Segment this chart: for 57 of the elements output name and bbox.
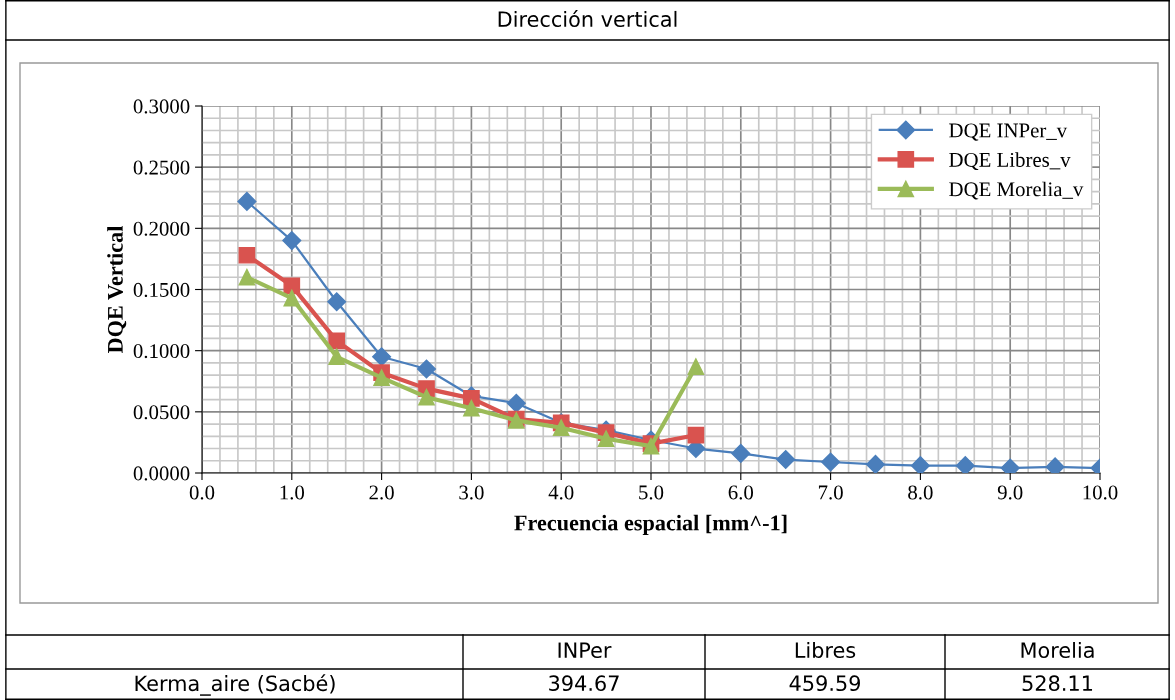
point xyxy=(597,430,615,448)
x-tick-label: 0.0 xyxy=(189,485,215,500)
point xyxy=(506,393,526,413)
text: 528.11 xyxy=(1022,675,1093,692)
text: 394.67 xyxy=(549,675,619,692)
legend-label: DQE Morelia_v xyxy=(949,181,1084,200)
x-tick-label: 3.0 xyxy=(459,485,484,500)
point xyxy=(1045,457,1065,473)
chart-title: Dirección vertical xyxy=(498,10,677,28)
y-axis-title: DQE Vertical xyxy=(107,225,127,354)
point xyxy=(955,456,975,473)
point xyxy=(418,388,435,406)
point xyxy=(865,454,886,473)
y-tick-label: 0.1000 xyxy=(133,344,190,359)
legend-label: DQE Libres_v xyxy=(949,152,1071,171)
text: Morelia xyxy=(1021,641,1094,659)
point xyxy=(328,332,346,350)
point xyxy=(282,231,302,251)
point xyxy=(821,452,841,472)
text: 459.59 xyxy=(789,675,860,692)
point xyxy=(552,419,570,437)
y-tick-label: 0.0000 xyxy=(133,466,190,481)
y-tick-label: 0.1500 xyxy=(133,282,190,298)
x-tick-label: 5.0 xyxy=(639,485,664,500)
x-tick-label: 10.0 xyxy=(1083,485,1118,500)
x-tick-label: 2.0 xyxy=(369,485,394,500)
y-tick-label: 0.2000 xyxy=(133,221,190,236)
x-tick-label: 8.0 xyxy=(908,485,933,500)
point xyxy=(283,289,301,307)
legend-label: DQE INPer_v xyxy=(949,123,1068,141)
point xyxy=(463,399,480,417)
point xyxy=(328,348,346,366)
x-axis-title: Frecuencia espacial [mm^-1] xyxy=(514,514,787,535)
x-tick-label: 6.0 xyxy=(728,485,754,500)
point xyxy=(238,246,256,264)
x-tick-label: 4.0 xyxy=(548,485,574,500)
y-tick-label: 0.2500 xyxy=(133,160,190,175)
point xyxy=(373,369,390,386)
x-tick-label: 9.0 xyxy=(997,485,1023,500)
point xyxy=(687,358,705,375)
point xyxy=(687,426,705,444)
x-tick-label: 1.0 xyxy=(280,485,305,500)
point xyxy=(776,450,796,470)
text: INPer xyxy=(558,642,612,659)
point xyxy=(910,456,930,473)
point xyxy=(237,191,257,211)
point xyxy=(731,443,751,463)
point xyxy=(283,277,301,295)
y-tick-label: 0.0500 xyxy=(133,405,190,420)
text: Libres xyxy=(795,641,856,659)
y-tick-label: 0.3000 xyxy=(133,99,190,114)
point xyxy=(372,347,392,367)
point xyxy=(327,292,347,312)
point xyxy=(238,268,256,286)
point xyxy=(416,359,437,379)
x-tick-label: 7.0 xyxy=(818,485,843,500)
text: Kerma_aire (Sacbé) xyxy=(135,674,335,696)
